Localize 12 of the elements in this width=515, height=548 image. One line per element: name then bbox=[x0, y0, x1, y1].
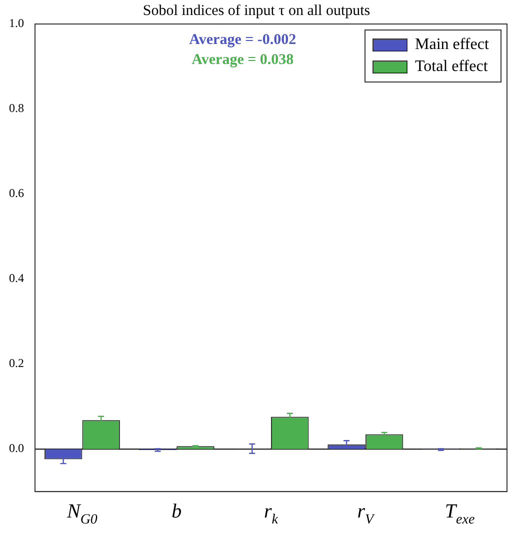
legend-label: Main effect bbox=[415, 36, 490, 54]
legend-label: Total effect bbox=[415, 58, 488, 76]
y-tick-label: 1.0 bbox=[9, 16, 24, 30]
annotation: Average = 0.038 bbox=[192, 52, 294, 68]
y-tick-label: 0.4 bbox=[9, 271, 24, 286]
y-tick-label: 0.8 bbox=[9, 101, 24, 116]
y-tick-label: 0.2 bbox=[9, 356, 24, 370]
y-tick-label: 0.0 bbox=[9, 441, 24, 456]
y-tick-label: 0.6 bbox=[9, 186, 24, 200]
annotation: Average = -0.002 bbox=[189, 32, 296, 48]
chart-title: Sobol indices of input τ on all outputs bbox=[142, 2, 370, 19]
x-tick-label: b bbox=[172, 500, 182, 523]
